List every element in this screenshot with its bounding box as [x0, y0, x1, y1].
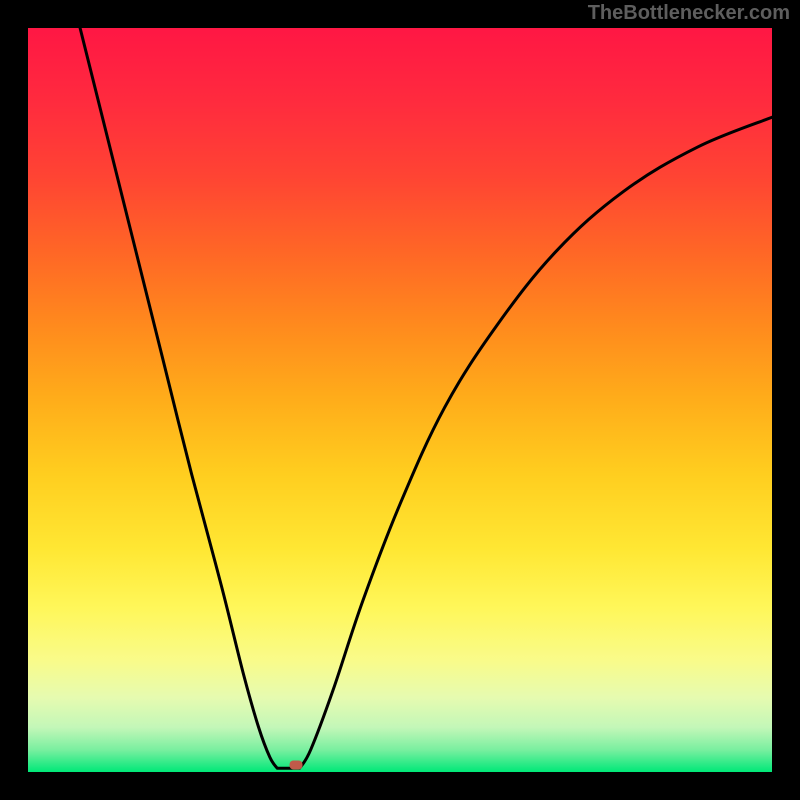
bottleneck-curve [80, 28, 772, 768]
optimum-marker [289, 761, 302, 770]
chart-frame: TheBottlenecker.com [0, 0, 800, 800]
curve-layer [28, 28, 772, 772]
plot-area [28, 28, 772, 772]
watermark-text: TheBottlenecker.com [588, 2, 790, 25]
